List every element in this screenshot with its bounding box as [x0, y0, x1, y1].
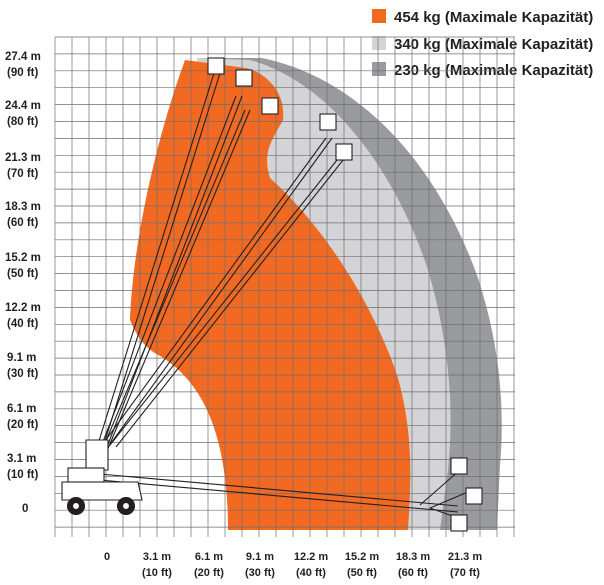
boom-linework — [61, 57, 483, 532]
x-tick-metric: 12.2 m — [294, 551, 328, 563]
boom-diag-2 — [109, 154, 348, 448]
x-tick-metric: 18.3 m — [396, 551, 430, 563]
y-tick-metric: 9.1 m — [7, 352, 36, 364]
boom-horizontal — [99, 473, 459, 513]
legend-item-340kg: 340 kg (Maximale Kapazität) — [372, 36, 593, 53]
y-tick-metric: 24.4 m — [5, 100, 41, 112]
machine-chassis — [61, 481, 143, 501]
zone-454kg — [130, 60, 411, 530]
y-tick-imperial: (20 ft) — [7, 419, 38, 431]
wheel-front-hub — [121, 501, 131, 511]
x-tick-metric: 6.1 m — [195, 551, 223, 563]
x-tick-imperial: (50 ft) — [347, 567, 377, 579]
basket-top-1 — [207, 57, 225, 75]
basket-top-3 — [261, 97, 279, 115]
y-tick-metric: 12.2 m — [5, 302, 41, 314]
y-tick-metric: 27.4 m — [5, 51, 41, 63]
y-tick-imperial: (60 ft) — [7, 217, 38, 229]
basket-mid-1 — [319, 113, 337, 131]
y-tick-imperial: (30 ft) — [7, 368, 38, 380]
boom-lower-2 — [95, 95, 243, 461]
basket-low-2 — [465, 487, 483, 505]
boom-lower-3 — [99, 109, 251, 459]
y-tick-imperial: (50 ft) — [7, 268, 38, 280]
legend-swatch-230kg — [372, 62, 386, 76]
boom-diag-1 — [99, 137, 333, 451]
basket-low-1 — [450, 457, 468, 475]
x-tick-metric: 3.1 m — [143, 551, 171, 563]
y-tick-metric: 6.1 m — [7, 403, 36, 415]
legend-item-454kg: 454 kg (Maximale Kapazität) — [372, 9, 593, 26]
x-tick-imperial: (60 ft) — [398, 567, 428, 579]
x-tick-imperial: (10 ft) — [142, 567, 172, 579]
legend-swatch-340kg — [372, 36, 386, 50]
boom-lower-1 — [92, 69, 222, 461]
y-axis-labels: 27.4 m (90 ft) 24.4 m (80 ft) 21.3 m (70… — [5, 51, 41, 515]
x-tick-metric: 0 — [104, 551, 110, 563]
y-tick-imperial: (90 ft) — [7, 67, 38, 79]
x-tick-imperial: (40 ft) — [296, 567, 326, 579]
x-tick-imperial: (70 ft) — [450, 567, 480, 579]
basket-mid-2 — [335, 143, 353, 161]
basket-top-2 — [235, 69, 253, 87]
machine-counterweight — [67, 467, 105, 483]
y-tick-imperial: (80 ft) — [7, 116, 38, 128]
envelope-zones — [130, 58, 502, 530]
x-tick-imperial: (30 ft) — [245, 567, 275, 579]
basket-low-3 — [450, 514, 468, 532]
turret — [85, 439, 109, 471]
x-tick-metric: 9.1 m — [246, 551, 274, 563]
x-tick-metric: 21.3 m — [448, 551, 482, 563]
y-tick-imperial: (40 ft) — [7, 318, 38, 330]
y-tick-metric: 21.3 m — [5, 152, 41, 164]
x-tick-metric: 15.2 m — [345, 551, 379, 563]
y-tick-metric: 18.3 m — [5, 201, 41, 213]
wheel-rear-hub — [71, 501, 81, 511]
y-tick-metric: 3.1 m — [7, 453, 36, 465]
y-tick-metric: 0 — [22, 503, 28, 515]
x-axis-labels: 0 3.1 m (10 ft) 6.1 m (20 ft) 9.1 m (30 … — [104, 551, 482, 579]
legend: 454 kg (Maximale Kapazität) 340 kg (Maxi… — [372, 9, 593, 79]
y-tick-metric: 15.2 m — [5, 252, 41, 264]
y-tick-imperial: (10 ft) — [7, 469, 38, 481]
legend-swatch-454kg — [372, 9, 386, 23]
legend-label-454kg: 454 kg (Maximale Kapazität) — [394, 9, 593, 26]
legend-label-340kg: 340 kg (Maximale Kapazität) — [394, 36, 593, 53]
x-tick-imperial: (20 ft) — [194, 567, 224, 579]
y-tick-imperial: (70 ft) — [7, 168, 38, 180]
